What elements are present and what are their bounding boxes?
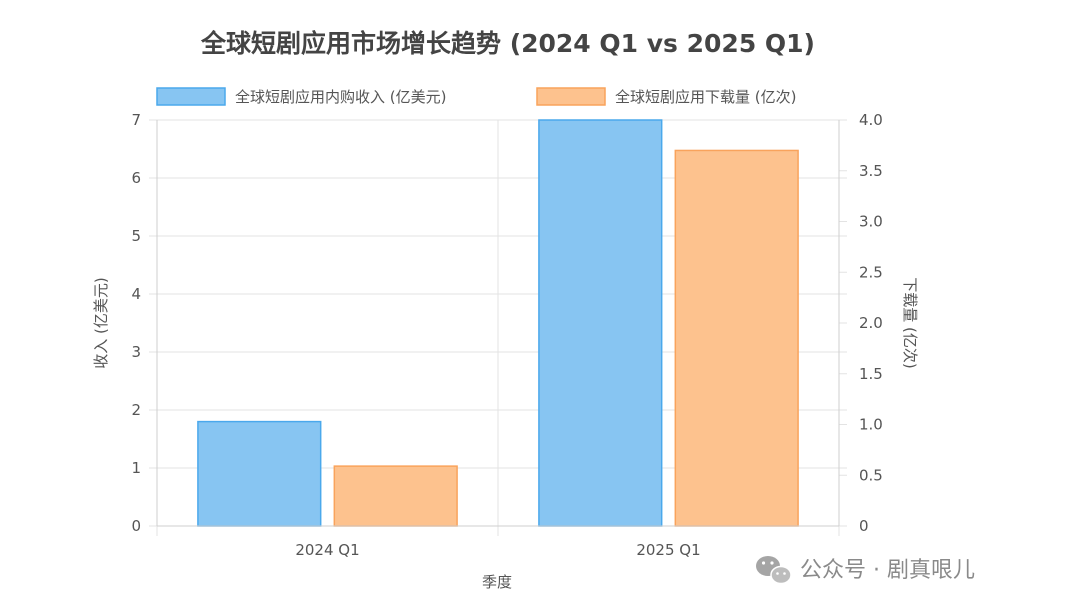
legend-swatch-revenue [156,87,226,106]
watermark: 公众号 · 剧真哏儿 [756,556,975,585]
bars [197,119,799,527]
y2-tick-label: 3.5 [859,162,883,180]
chart-title: 全球短剧应用市场增长趋势 (2024 Q1 vs 2025 Q1) [200,29,815,58]
x-tick-label: 2025 Q1 [636,541,700,559]
y-tick-label: 4 [131,285,141,303]
axes: 0 1 2 3 4 5 6 7 0 0.5 1.0 1.5 2.0 2.5 3.0 3.5 4.0 2024 Q1… [131,111,882,559]
y2-tick-label: 4.0 [859,111,883,129]
y2-tick-label: 0.5 [859,466,883,484]
bar-downloads-0 [333,465,458,527]
x-tick-label: 2024 Q1 [295,541,359,559]
y2-tick-label: 1.5 [859,365,883,383]
bar-revenue-0 [197,420,322,527]
y-tick-label: 7 [131,111,141,129]
y2-tick-label: 1.0 [859,416,883,434]
legend-label-revenue: 全球短剧应用内购收入 (亿美元) [235,88,446,106]
y2-axis-title: 下载量 (亿次) [901,277,919,368]
y-tick-label: 0 [131,517,141,535]
y2-tick-label: 2.5 [859,263,883,281]
y2-tick-label: 2.0 [859,314,883,332]
legend: 全球短剧应用内购收入 (亿美元) 全球短剧应用下载量 (亿次) [156,87,796,106]
wechat-icon [756,556,792,585]
bar-downloads-1 [674,149,799,527]
y2-tick-label: 3.0 [859,213,883,231]
legend-label-downloads: 全球短剧应用下载量 (亿次) [615,88,796,106]
legend-swatch-downloads [536,87,606,106]
legend-item-downloads[interactable]: 全球短剧应用下载量 (亿次) [536,87,796,106]
bar-revenue-1 [538,119,663,527]
watermark-label: 公众号 · 剧真哏儿 [800,558,975,583]
y-axis-title: 收入 (亿美元) [92,277,110,368]
y2-tick-label: 0 [859,517,869,535]
y-tick-label: 2 [131,401,141,419]
x-axis-title: 季度 [482,573,512,591]
y-tick-label: 5 [131,227,141,245]
legend-item-revenue[interactable]: 全球短剧应用内购收入 (亿美元) [156,87,446,106]
y-tick-label: 3 [131,343,141,361]
y-tick-label: 6 [131,169,141,187]
y-tick-label: 1 [131,459,141,477]
